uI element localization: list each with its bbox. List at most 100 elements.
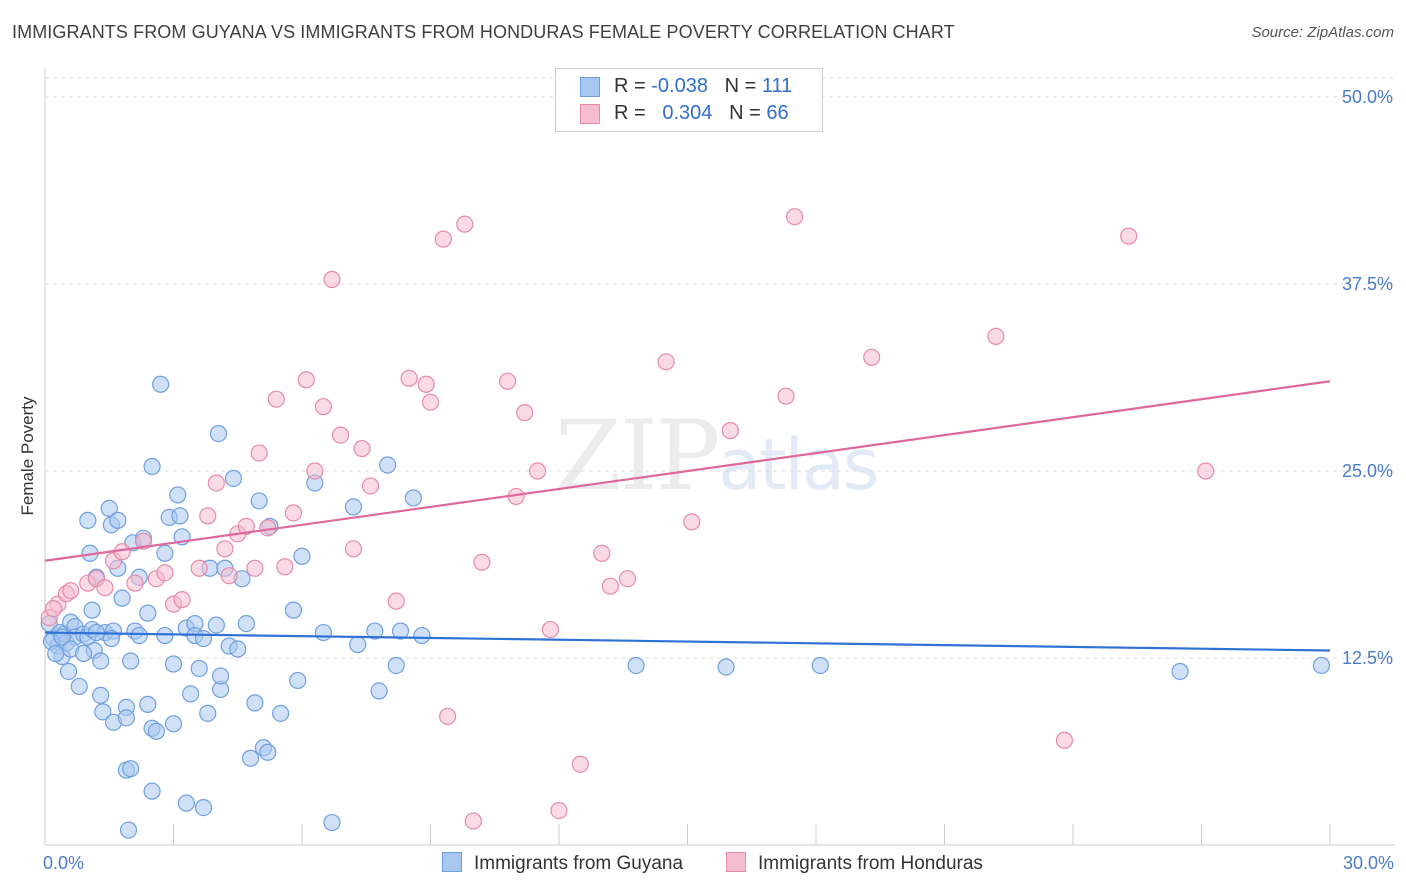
guyana-point [209, 425, 228, 443]
guyana-point [117, 709, 135, 727]
honduras-point [721, 422, 739, 440]
guyana-point [164, 655, 183, 673]
guyana-point [156, 544, 174, 562]
honduras-point [499, 372, 517, 390]
legend-n-label: N = [724, 75, 757, 97]
guyana-point [212, 667, 230, 685]
legend-swatch-honduras [580, 104, 600, 124]
honduras-point [246, 559, 264, 577]
guyana-point [156, 626, 174, 645]
honduras-point [417, 375, 435, 393]
guyana-point [366, 622, 384, 640]
guyana-point [387, 656, 405, 675]
honduras-point [207, 474, 225, 492]
guyana-point [391, 622, 410, 640]
honduras-point [528, 462, 547, 480]
guyana-point [293, 547, 311, 565]
guyana-point [627, 656, 645, 675]
honduras-point [439, 707, 457, 725]
honduras-point [434, 230, 452, 248]
honduras-point [297, 371, 315, 389]
series-legend: Immigrants from Guyana Immigrants from H… [0, 852, 1406, 878]
guyana-point [344, 498, 362, 516]
guyana-point [413, 626, 431, 645]
honduras-point [683, 513, 701, 531]
honduras-point [387, 592, 405, 610]
honduras-point [1120, 227, 1138, 245]
honduras-point [361, 477, 380, 495]
guyana-point [113, 589, 131, 607]
guyana-point [164, 715, 183, 733]
watermark-zip: ZIP [555, 400, 720, 512]
trend-line-guyana [44, 631, 1331, 652]
honduras-point [353, 439, 371, 458]
guyana-point [122, 652, 140, 670]
honduras-point [276, 558, 294, 576]
guyana-point [349, 635, 367, 654]
legend-stats-honduras: R = 0.304 N = 66 [614, 102, 789, 125]
guyana-point [109, 511, 127, 529]
guyana-point [92, 652, 110, 670]
guyana-point [92, 686, 110, 705]
honduras-point [400, 369, 418, 387]
legend-r-label: R = [614, 102, 646, 124]
guyana-point [314, 623, 333, 642]
guyana-point [1171, 662, 1189, 681]
x-tick-label-min: 0.0% [43, 853, 84, 873]
guyana-point [379, 456, 397, 474]
honduras-point [216, 540, 234, 558]
guyana-point [194, 629, 213, 648]
guyana-point [47, 644, 65, 663]
legend-n-value: 66 [766, 102, 789, 124]
y-tick-label: 12.5% [1342, 648, 1393, 668]
honduras-point [987, 327, 1005, 345]
x-tick-label-max: 30.0% [1343, 853, 1394, 873]
honduras-point [657, 353, 675, 371]
guyana-point [177, 794, 195, 812]
trend-lines [44, 380, 1331, 652]
watermark-atlas: atlas [718, 424, 879, 506]
honduras-point [618, 570, 637, 588]
guyana-point [289, 671, 307, 690]
honduras-point [571, 755, 590, 773]
series-guyana-points [40, 375, 1331, 839]
guyana-point [199, 704, 217, 722]
honduras-point [267, 390, 285, 408]
source-label[interactable]: Source: ZipAtlas.com [1251, 24, 1394, 41]
legend-swatch-guyana [580, 77, 600, 97]
honduras-point [237, 517, 255, 535]
guyana-point [83, 601, 101, 619]
legend-label-guyana: Immigrants from Guyana [474, 853, 684, 874]
axes [44, 68, 1395, 846]
legend-item-honduras[interactable]: Immigrants from Honduras [726, 852, 983, 875]
correlation-legend: R = -0.038 N = 111 R = 0.304 N = 66 [555, 68, 823, 132]
guyana-point [143, 457, 161, 476]
guyana-point [229, 640, 247, 658]
guyana-point [139, 604, 157, 622]
guyana-point [119, 821, 138, 839]
guyana-point [130, 626, 148, 645]
guyana-point [194, 798, 213, 817]
legend-item-guyana[interactable]: Immigrants from Guyana [442, 852, 683, 875]
honduras-point [306, 462, 324, 480]
honduras-point [863, 348, 881, 366]
honduras-point [173, 591, 191, 609]
honduras-point [96, 579, 114, 597]
guyana-point [59, 662, 78, 681]
guyana-point [94, 703, 112, 721]
honduras-point [516, 404, 534, 422]
honduras-point [250, 444, 268, 462]
y-tick-label: 37.5% [1342, 274, 1393, 294]
guyana-point [152, 375, 170, 393]
legend-n-label: N = [729, 102, 761, 124]
honduras-point [421, 393, 440, 411]
guyana-point [169, 486, 187, 504]
guyana-point [242, 749, 260, 767]
y-tick-label: 25.0% [1342, 461, 1393, 481]
honduras-point [1197, 462, 1215, 480]
guyana-point [404, 489, 422, 507]
guyana-point [323, 813, 341, 832]
guyana-point [79, 511, 97, 529]
honduras-point [190, 559, 208, 577]
honduras-point [601, 577, 620, 595]
